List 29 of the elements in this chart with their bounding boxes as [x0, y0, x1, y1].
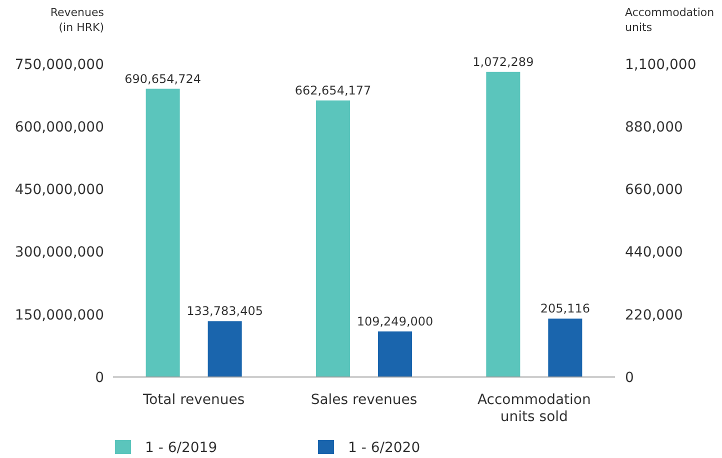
- data-label: 690,654,724: [124, 72, 201, 86]
- y2-tick-label: 440,000: [625, 244, 683, 261]
- y-tick-label: 150,000,000: [14, 307, 104, 324]
- bar: [146, 88, 180, 377]
- legend-label: 1 - 6/2019: [145, 440, 218, 456]
- data-label: 662,654,177: [294, 83, 372, 98]
- y2-tick-label: 660,000: [625, 182, 683, 198]
- y-tick-label: 600,000,000: [14, 120, 104, 136]
- y2-tick-label: 0: [625, 370, 634, 386]
- y2-tick-label: 1,100,000: [625, 56, 696, 73]
- x-tick-label: Sales revenues: [310, 392, 418, 408]
- y2-axis-title: Accommodation units: [625, 6, 714, 34]
- data-label: 109,249,000: [356, 314, 434, 328]
- y-tick-label: 0: [95, 370, 104, 386]
- data-label: 205,116: [540, 302, 590, 316]
- bar: [378, 331, 412, 377]
- bar: [316, 100, 350, 377]
- x-tick-label: Accommodation units sold: [477, 392, 591, 425]
- bar: [208, 321, 242, 377]
- data-label: 1,072,289: [472, 54, 534, 69]
- legend-label: 1 - 6/2020: [348, 440, 420, 456]
- y-tick-label: 300,000,000: [14, 244, 104, 261]
- y-tick-label: 450,000,000: [14, 182, 104, 198]
- y-tick-label: 750,000,000: [14, 56, 104, 73]
- y2-tick-label: 880,000: [625, 120, 683, 136]
- y2-tick-label: 220,000: [625, 307, 683, 324]
- x-tick-label: Total revenues: [142, 392, 245, 408]
- y-axis-title: Revenues (in HRK): [50, 6, 104, 34]
- data-label: 133,783,405: [186, 304, 263, 318]
